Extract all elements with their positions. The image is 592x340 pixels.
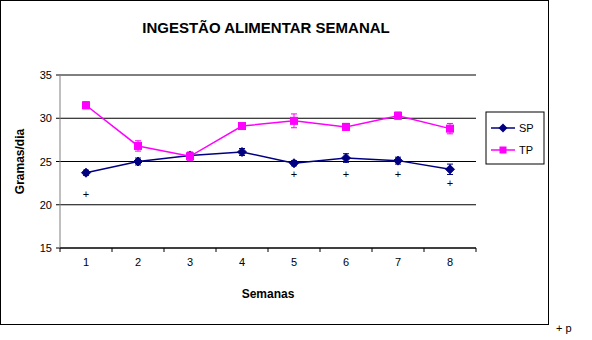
x-tick	[60, 248, 61, 252]
x-tick	[112, 248, 113, 252]
marker	[186, 151, 195, 160]
marker	[447, 125, 454, 132]
y-axis	[60, 75, 61, 248]
x-tick	[320, 248, 321, 252]
annotation: +	[83, 188, 89, 200]
x-tick-label: 6	[343, 256, 349, 268]
error-bar	[447, 123, 453, 133]
chart: INGESTÃO ALIMENTAR SEMANAL 15 20 25 30 35 1 2 3 4…	[0, 0, 592, 340]
legend-marker	[499, 124, 508, 133]
error-bar	[239, 123, 245, 128]
error-bar	[187, 152, 193, 161]
annotation: +	[395, 168, 401, 180]
grid-line	[60, 204, 476, 205]
marker	[239, 123, 246, 130]
legend-label: SP	[519, 122, 534, 134]
y-tick	[56, 248, 60, 249]
grid-line	[60, 75, 476, 76]
marker	[394, 156, 403, 165]
plot-area	[82, 102, 455, 177]
error-bar	[395, 112, 401, 119]
x-tick	[268, 248, 269, 252]
marker	[82, 168, 91, 177]
x-tick-label: 8	[447, 256, 453, 268]
y-tick-label: 20	[40, 199, 52, 211]
marker	[395, 112, 402, 119]
x-tick	[164, 248, 165, 252]
marker	[342, 154, 351, 163]
legend-label: TP	[519, 144, 533, 156]
legend-marker	[500, 147, 507, 154]
grid-line	[60, 161, 476, 162]
marker	[187, 153, 194, 160]
legend-symbol	[499, 124, 508, 133]
grid-line	[60, 118, 476, 119]
legend-box	[486, 112, 544, 164]
marker	[238, 147, 247, 156]
y-tick-label: 15	[40, 242, 52, 254]
series-line	[86, 105, 450, 156]
x-tick-label: 1	[83, 256, 89, 268]
y-tick	[56, 118, 60, 119]
x-tick	[476, 248, 477, 252]
y-tick-label: 25	[40, 156, 52, 168]
marker	[134, 157, 143, 166]
x-tick-label: 2	[135, 256, 141, 268]
annotation: +	[447, 177, 453, 189]
y-tick-label: 35	[40, 69, 52, 81]
y-tick	[56, 161, 60, 162]
legend-symbol	[500, 147, 507, 154]
x-tick-label: 7	[395, 256, 401, 268]
chart-frame	[1, 1, 549, 325]
x-tick-label: 3	[187, 256, 193, 268]
error-bar	[83, 102, 89, 109]
marker	[446, 165, 455, 174]
x-tick-label: 4	[239, 256, 245, 268]
y-axis-label: Gramas/dia	[13, 128, 27, 194]
y-tick	[56, 75, 60, 76]
y-tick	[56, 204, 60, 205]
marker	[83, 102, 90, 109]
marker	[291, 117, 298, 124]
y-tick-label: 30	[40, 112, 52, 124]
marker	[135, 142, 142, 149]
title: INGESTÃO ALIMENTAR SEMANAL	[142, 19, 390, 36]
x-tick-label: 5	[291, 256, 297, 268]
annotation: +	[291, 168, 297, 180]
x-tick	[424, 248, 425, 252]
error-bar	[135, 141, 141, 151]
marker	[343, 123, 350, 130]
x-axis-label: Semanas	[242, 287, 295, 301]
error-bar	[291, 114, 297, 128]
annotation: +	[343, 168, 349, 180]
error-bar	[343, 123, 349, 130]
marker	[290, 159, 299, 168]
x-tick	[372, 248, 373, 252]
x-tick	[216, 248, 217, 252]
footnote: + p	[556, 322, 572, 334]
